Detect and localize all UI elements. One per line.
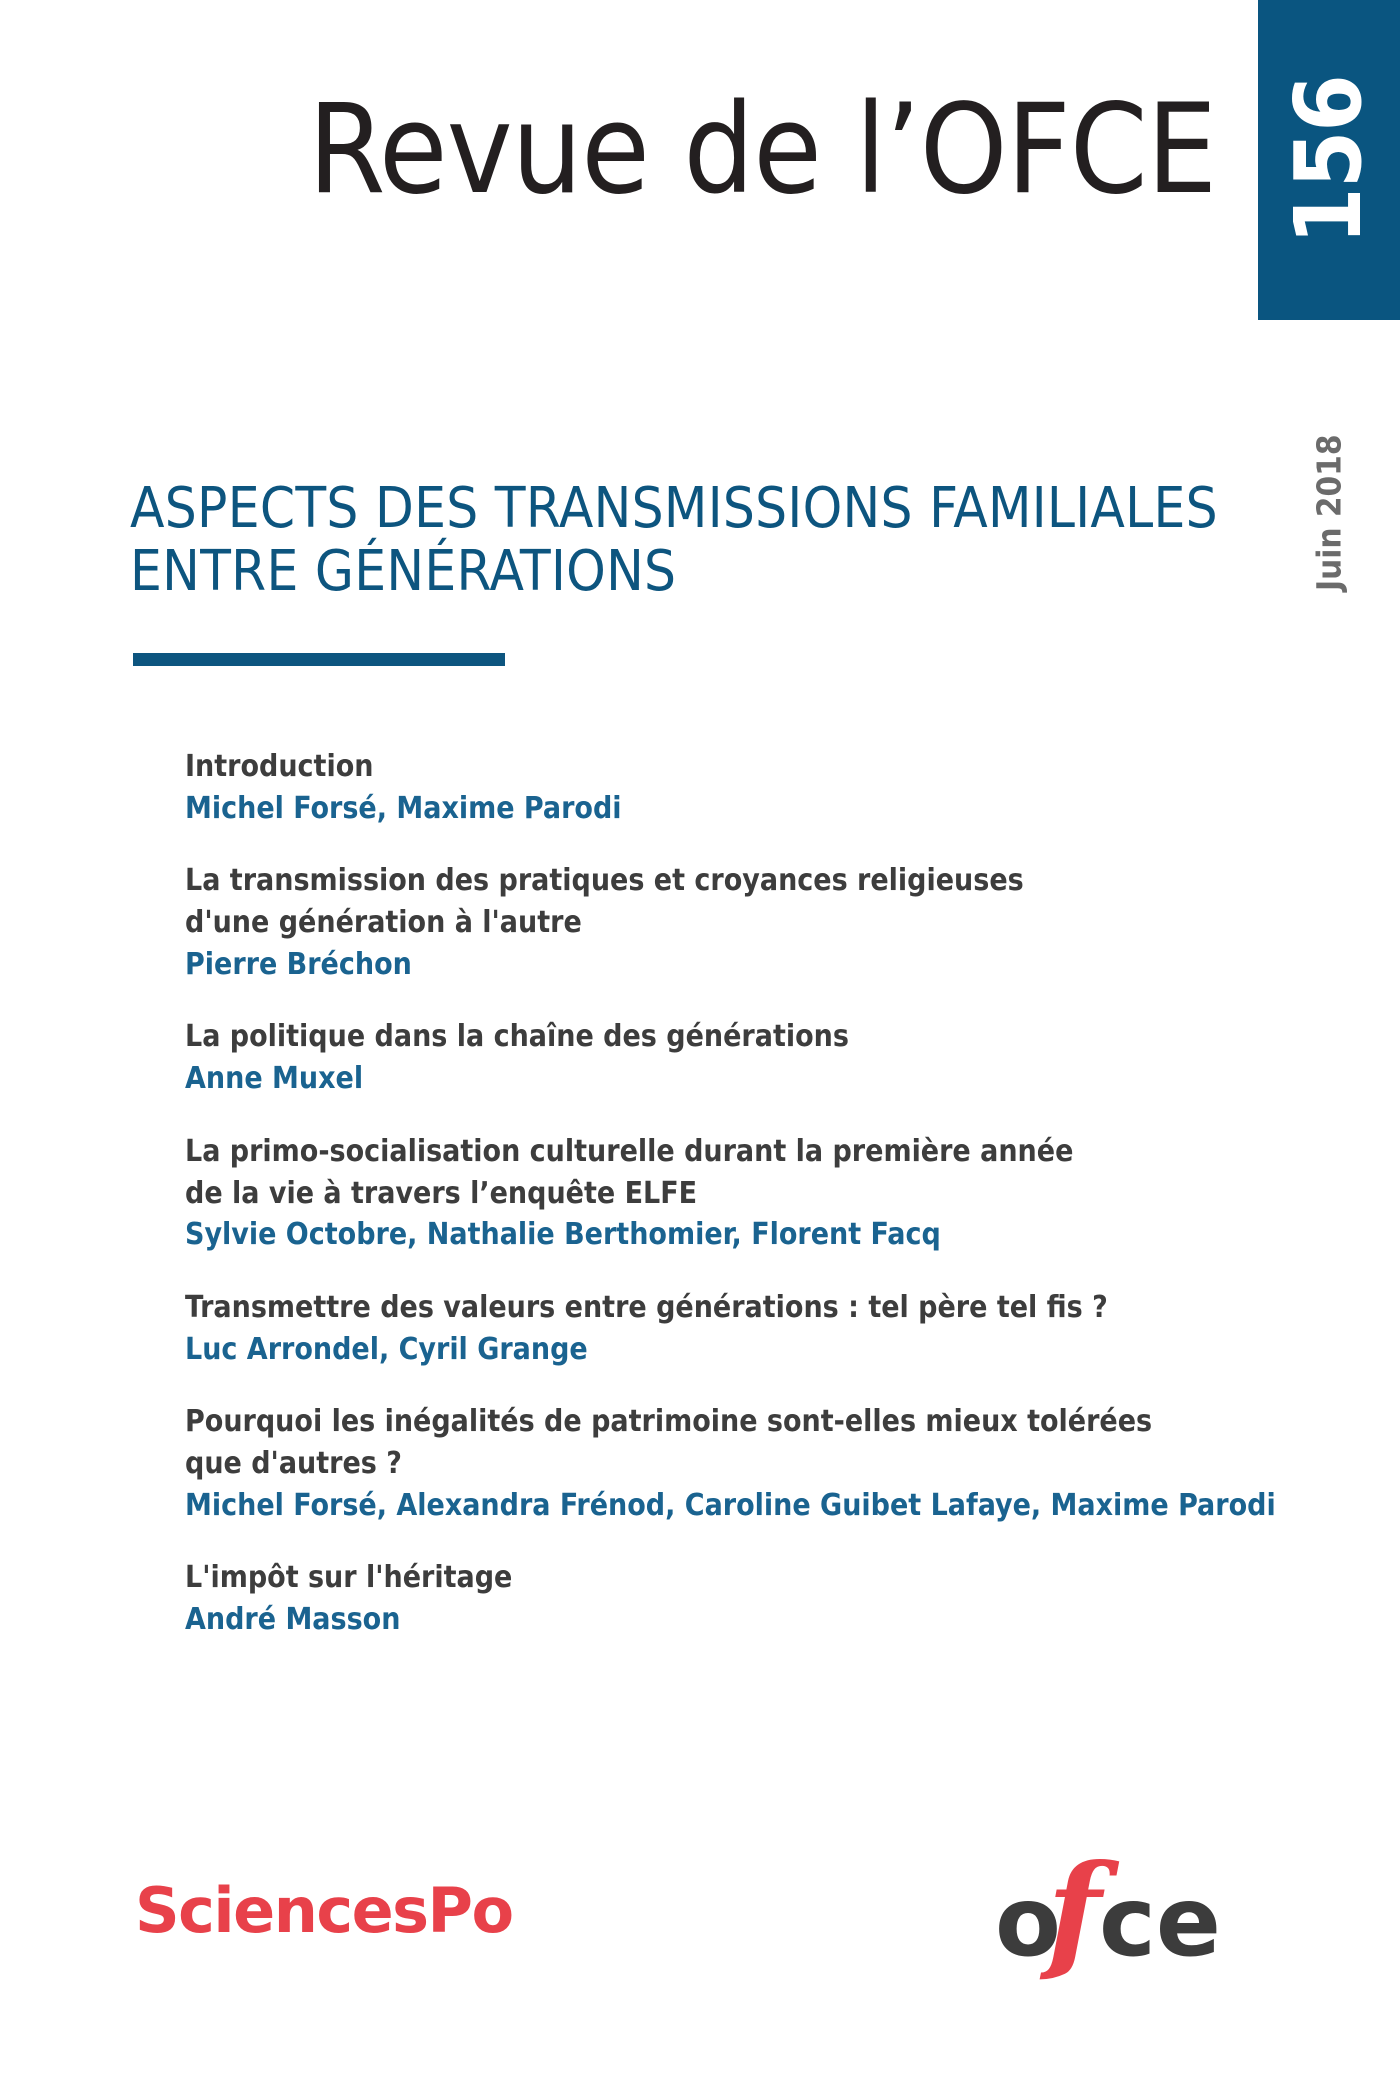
issue-date-label: Juin 2018 [1309,434,1349,591]
toc-title-line: que d'autres ? [185,1445,402,1481]
toc-article-title: Introduction [185,746,1295,788]
journal-masthead-title: Revue de l’OFCE [308,78,1217,222]
issue-date: Juin 2018 [1258,330,1400,591]
issue-number: 156 [1258,0,1400,320]
toc-title-line: Transmettre des valeurs entre génération… [185,1289,1108,1325]
toc-article-authors: Sylvie Octobre, Nathalie Berthomier, Flo… [185,1217,941,1253]
dossier-title: ASPECTS DES TRANSMISSIONS FAMILIALES ENT… [130,476,1218,604]
dossier-title-line-2: ENTRE GÉNÉRATIONS [130,538,677,604]
toc-article-authors: Luc Arrondel, Cyril Grange [185,1331,588,1367]
toc-entry[interactable]: La politique dans la chaîne des générati… [185,1016,1295,1099]
ofce-letters-ce-icon: ce [1099,1866,1221,1978]
dossier-title-line-1: ASPECTS DES TRANSMISSIONS FAMILIALES [130,476,1218,541]
toc-title-line: L'impôt sur l'héritage [185,1560,513,1596]
table-of-contents: Introduction Michel Forsé, Maxime Parodi… [185,746,1295,1641]
toc-article-title: La transmission des pratiques et croyanc… [185,860,1295,943]
toc-article-title: La primo-socialisation culturelle durant… [185,1131,1295,1214]
toc-entry[interactable]: L'impôt sur l'héritage André Masson [185,1557,1295,1640]
toc-title-line: Introduction [185,749,374,784]
toc-entry[interactable]: Introduction Michel Forsé, Maxime Parodi [185,746,1295,829]
toc-title-line: d'une génération à l'autre [185,905,582,941]
toc-entry[interactable]: La transmission des pratiques et croyanc… [185,860,1295,985]
toc-article-authors: Michel Forsé, Maxime Parodi [185,790,622,826]
issue-number-label: 156 [1275,75,1382,245]
toc-entry[interactable]: Pourquoi les inégalités de patrimoine so… [185,1401,1295,1526]
toc-entry[interactable]: La primo-socialisation culturelle durant… [185,1131,1295,1256]
toc-entry[interactable]: Transmettre des valeurs entre génération… [185,1287,1295,1370]
toc-title-line: La transmission des pratiques et croyanc… [185,863,1024,899]
toc-title-line: La primo-socialisation culturelle durant… [185,1133,1074,1169]
divider-rule [133,653,505,666]
toc-article-title: L'impôt sur l'héritage [185,1557,1295,1599]
sciencespo-logo[interactable]: SciencesPo [135,1874,514,1947]
ofce-letter-o-icon: o [995,1866,1061,1978]
toc-article-authors: Pierre Bréchon [185,946,412,982]
toc-article-authors: Anne Muxel [185,1061,364,1097]
toc-article-authors: Michel Forsé, Alexandra Frénod, Caroline… [185,1487,1276,1523]
toc-title-line: La politique dans la chaîne des générati… [185,1019,849,1055]
issue-number-band: 156 [1258,0,1400,320]
toc-title-line: de la vie à travers l’enquête ELFE [185,1175,698,1211]
toc-article-title: La politique dans la chaîne des générati… [185,1016,1295,1058]
toc-article-title: Pourquoi les inégalités de patrimoine so… [185,1401,1295,1484]
toc-title-line: Pourquoi les inégalités de patrimoine so… [185,1404,1153,1440]
ofce-logo[interactable]: o f ce [995,1855,1235,1985]
toc-article-authors: André Masson [185,1602,401,1637]
toc-article-title: Transmettre des valeurs entre génération… [185,1287,1295,1329]
